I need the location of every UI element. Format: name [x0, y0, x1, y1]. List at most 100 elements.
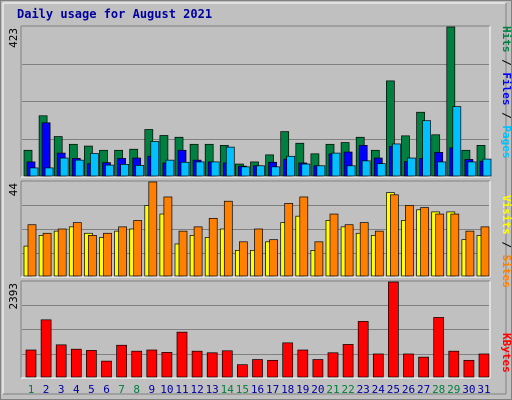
kbytes-bar: [25, 349, 37, 378]
pages-legend-label: Pages: [500, 125, 512, 158]
sites-bar: [465, 230, 475, 277]
legend-separator: /: [500, 53, 512, 73]
sites-bar: [193, 226, 203, 277]
files-legend-label: Files: [500, 72, 512, 105]
pages-bar: [225, 146, 235, 177]
sites-bar: [435, 213, 445, 277]
day-label: 21: [326, 383, 339, 396]
pages-bar: [29, 167, 39, 177]
hits-legend: Hits / Files / Pages: [500, 26, 512, 159]
sites-bar: [133, 220, 143, 277]
sites-bar: [405, 205, 414, 277]
day-label: 11: [175, 383, 188, 396]
sites-bar: [314, 241, 324, 277]
kbytes-bar: [297, 349, 309, 378]
kbytes-bar: [267, 359, 278, 378]
sites-bar: [269, 239, 278, 277]
kbytes-legend-label: KBytes: [500, 333, 512, 373]
pages-bar: [361, 160, 371, 177]
pages-bar: [437, 161, 447, 177]
day-label: 30: [462, 383, 475, 396]
day-label: 18: [281, 383, 294, 396]
day-label: 4: [73, 383, 80, 396]
kbytes-bar: [86, 350, 97, 378]
day-label: 19: [296, 383, 309, 396]
sites-bar: [178, 230, 188, 277]
pages-bar: [256, 165, 265, 177]
sites-bar: [390, 194, 399, 277]
pages-bar: [105, 164, 114, 177]
kbytes-bar: [176, 331, 188, 378]
day-label: 27: [417, 383, 430, 396]
kbytes-bar: [327, 352, 339, 378]
kbytes-bar: [206, 352, 218, 378]
sites-bar: [374, 230, 384, 277]
pages-bar: [482, 158, 492, 177]
pages-bar: [241, 166, 250, 177]
sites-bar: [239, 241, 248, 277]
sites-bar: [42, 232, 52, 277]
kbytes-bar: [221, 350, 233, 378]
legend-separator: /: [500, 235, 512, 255]
day-label: 10: [160, 383, 173, 396]
sites-bar: [344, 224, 354, 277]
pages-bar: [286, 155, 296, 177]
day-label: 14: [221, 383, 235, 396]
day-label: 12: [190, 383, 203, 396]
day-label: 2: [43, 383, 50, 396]
day-label: 3: [58, 383, 65, 396]
legend-separator: /: [500, 106, 512, 126]
hits-ymax-label: 423: [7, 28, 20, 48]
kbytes-bar: [55, 344, 67, 378]
hits-legend-label: Hits: [500, 26, 512, 53]
kbytes-bar: [146, 349, 158, 378]
sites-bar: [480, 226, 490, 277]
pages-bar: [467, 161, 477, 177]
day-label: 16: [251, 383, 264, 396]
pages-bar: [74, 159, 84, 177]
pages-bar: [59, 157, 69, 177]
sites-bar: [118, 226, 127, 277]
day-label: 8: [133, 383, 140, 396]
sites-bar: [223, 200, 233, 277]
visits-legend: Visits / Sites: [500, 195, 512, 288]
kbytes-bar: [342, 344, 354, 378]
kbytes-bar: [478, 353, 490, 378]
sites-bar: [72, 222, 82, 277]
day-label: 31: [477, 383, 490, 396]
kbytes-bar: [70, 348, 82, 378]
day-label: 28: [432, 383, 445, 396]
sites-legend-label: Sites: [500, 255, 512, 288]
visits-legend-label: Visits: [500, 195, 512, 235]
sites-bar: [88, 235, 97, 277]
day-label: 5: [88, 383, 95, 396]
pages-bar: [316, 165, 326, 177]
sites-bar: [450, 213, 460, 277]
kbytes-bar: [252, 359, 263, 378]
sites-bar: [148, 181, 158, 277]
day-label: 9: [148, 383, 155, 396]
sites-bar: [103, 232, 112, 277]
day-label: 7: [118, 383, 125, 396]
pages-bar: [44, 167, 54, 177]
day-label: 20: [311, 383, 324, 396]
pages-bar: [180, 161, 190, 177]
kbytes-bar: [191, 350, 203, 378]
sites-bar: [420, 207, 429, 277]
sites-bar: [284, 203, 294, 277]
sites-bar: [254, 228, 263, 277]
pages-bar: [165, 159, 175, 177]
sites-bar: [163, 196, 173, 277]
pages-bar: [422, 120, 431, 177]
kbytes-bar: [403, 353, 414, 378]
kbytes-bar: [433, 317, 445, 378]
pages-bar: [301, 163, 311, 177]
kbytes-bar: [312, 359, 324, 378]
pages-bar: [90, 153, 99, 177]
sites-bar: [329, 213, 339, 277]
day-label: 23: [357, 383, 370, 396]
kbytes-bar: [418, 356, 429, 378]
kbytes-bar: [448, 350, 460, 378]
pages-bar: [135, 165, 145, 177]
